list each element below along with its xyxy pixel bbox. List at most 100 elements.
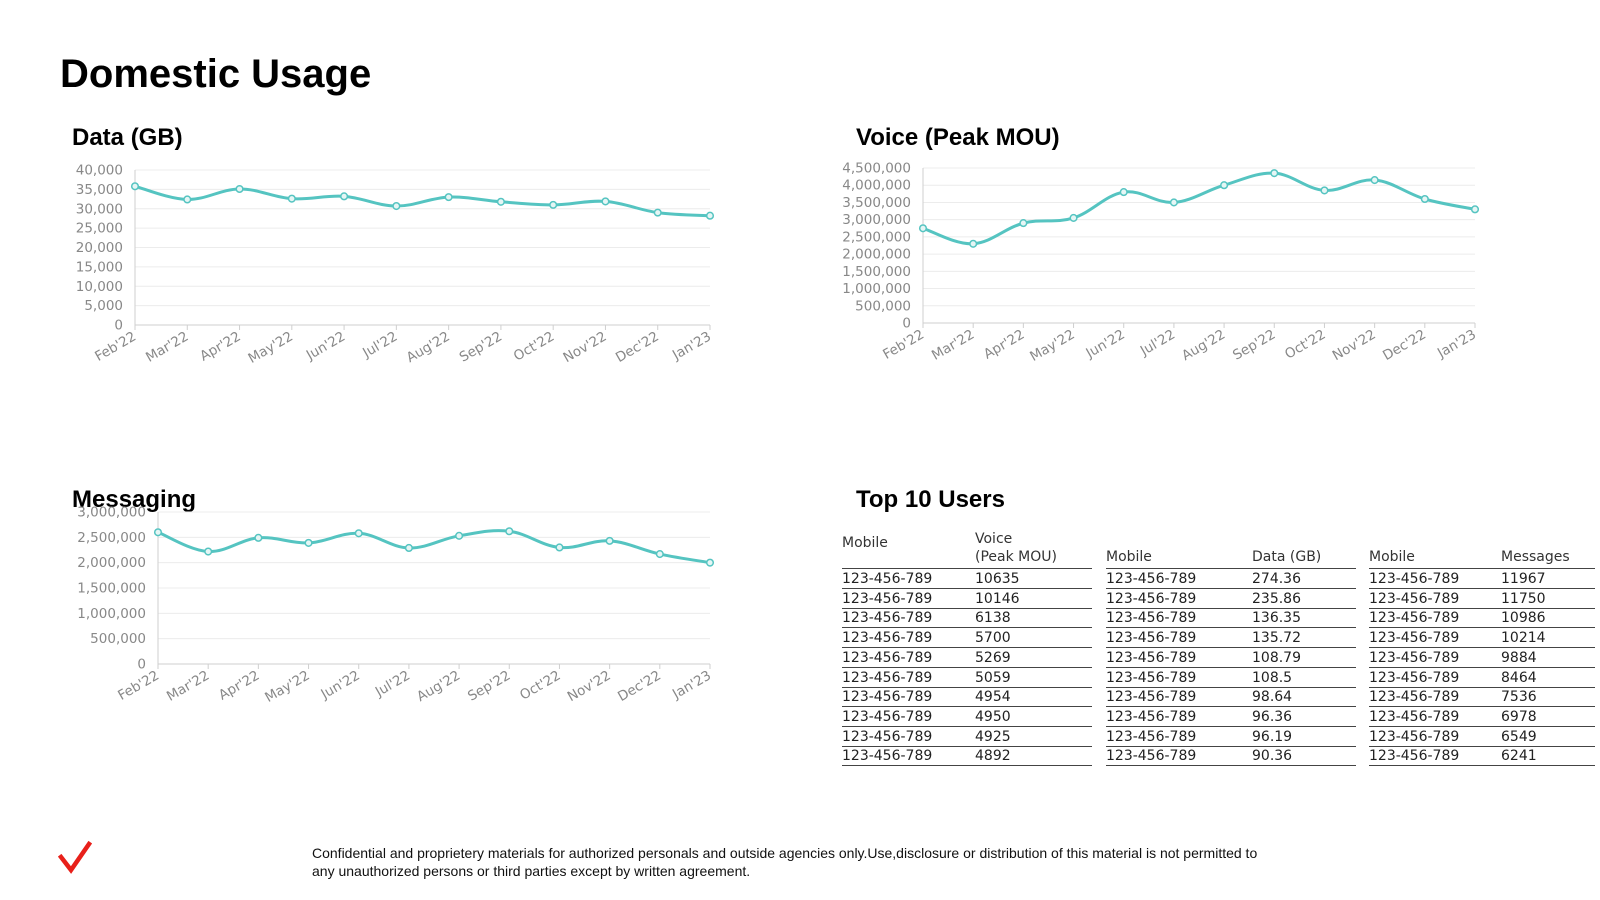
voice-usage-chart: 4,500,0004,000,0003,500,0003,000,0002,50… [842, 161, 1480, 365]
y-tick-label: 500,000 [90, 631, 146, 647]
mobile-number: 123-456-789 [1369, 610, 1460, 627]
y-tick-label: 500,000 [855, 298, 911, 314]
x-tick-label: Jul'22 [372, 668, 413, 701]
data-point [354, 529, 363, 538]
data-usage-chart: 40,000 35,000 30,000 25,000 20,000 15,000 10,0… [76, 163, 715, 367]
usage-value: 5269 [975, 649, 1011, 666]
x-tick-label: Jul'22 [359, 329, 400, 362]
mobile-number: 123-456-789 [842, 610, 933, 627]
header-data: Data (GB) [1252, 549, 1322, 565]
data-point [549, 200, 558, 209]
x-tick-label: Mar'22 [164, 668, 212, 705]
table-row: 123-456-789 9884 [1369, 648, 1595, 668]
x-tick-label: Dec'22 [613, 329, 662, 366]
usage-value: 90.36 [1252, 748, 1293, 765]
y-tick-label: 2,500,000 [842, 229, 911, 245]
x-tick-label: Mar'22 [143, 329, 191, 366]
mobile-number: 123-456-789 [842, 728, 933, 745]
top-users-tables: Mobile Voice (Peak MOU) 123-456-789 10635… [842, 522, 1598, 772]
table-row: 123-456-789 108.79 [1106, 648, 1356, 668]
usage-value: 6241 [1501, 748, 1537, 765]
usage-value: 235.86 [1252, 590, 1301, 607]
x-tick-label: Oct'22 [1282, 327, 1328, 363]
mobile-number: 123-456-789 [1369, 728, 1460, 745]
data-point [340, 192, 349, 201]
y-tick-label: 25,000 [76, 221, 123, 237]
usage-value: 4925 [975, 728, 1011, 745]
table-row: 123-456-789 6241 [1369, 746, 1595, 767]
series-line [157, 529, 711, 565]
mobile-number: 123-456-789 [842, 590, 933, 607]
data-point [705, 211, 715, 220]
data-point [1019, 219, 1028, 228]
usage-value: 6978 [1501, 708, 1537, 725]
mobile-number: 123-456-789 [1369, 669, 1460, 686]
y-tick-label: 10,000 [76, 279, 123, 295]
table-row: 123-456-789 8464 [1369, 668, 1595, 688]
usage-value: 96.36 [1252, 708, 1293, 725]
y-tick-label: 0 [902, 316, 911, 332]
data-point [1470, 205, 1480, 214]
usage-value: 108.79 [1252, 649, 1301, 666]
usage-value: 108.5 [1252, 669, 1293, 686]
mobile-number: 123-456-789 [1106, 649, 1197, 666]
x-tick-label: Feb'22 [115, 668, 162, 704]
y-tick-label: 5,000 [84, 298, 123, 314]
usage-value: 136.35 [1252, 610, 1301, 627]
messaging-chart-title: Messaging [72, 486, 197, 513]
data-point [1169, 198, 1178, 207]
mobile-number: 123-456-789 [842, 630, 933, 647]
x-tick-label: Jun'22 [318, 668, 363, 703]
usage-value: 4892 [975, 748, 1011, 765]
mobile-number: 123-456-789 [1106, 669, 1197, 686]
table-row: 123-456-789 136.35 [1106, 608, 1356, 629]
mobile-number: 123-456-789 [1369, 571, 1460, 587]
table-row: 123-456-789 274.36 [1106, 569, 1356, 589]
page-title: Domestic Usage [60, 52, 372, 96]
mobile-number: 123-456-789 [842, 649, 933, 666]
table-row: 123-456-789 4925 [842, 727, 1092, 747]
mobile-number: 123-456-789 [1369, 689, 1460, 706]
usage-value: 6138 [975, 610, 1011, 627]
data-point [918, 224, 928, 233]
usage-value: 8464 [1501, 669, 1537, 686]
y-tick-label: 2,000,000 [77, 555, 146, 571]
confidentiality-notice: Confidential and proprietery materials f… [312, 845, 1258, 879]
header-voice-unit: (Peak MOU) [975, 549, 1057, 565]
y-tick-label: 1,000,000 [842, 281, 911, 297]
header-voice: Voice [975, 531, 1013, 547]
data-point [254, 533, 263, 542]
data-point [496, 197, 505, 206]
data-point [1069, 213, 1078, 222]
usage-value: 135.72 [1252, 630, 1301, 647]
header-mobile: Mobile [1106, 549, 1152, 565]
y-tick-label: 20,000 [76, 240, 123, 256]
y-tick-label: 30,000 [76, 201, 123, 217]
x-tick-label: Nov'22 [565, 668, 614, 705]
table-row: 123-456-789 10635 [842, 569, 1092, 589]
x-tick-label: May'22 [262, 668, 312, 706]
table-header: Mobile Messages [1369, 522, 1595, 569]
x-tick-label: Dec'22 [615, 668, 664, 705]
x-tick-label: Apr'22 [216, 668, 262, 704]
usage-value: 7536 [1501, 689, 1537, 706]
mobile-number: 123-456-789 [1369, 708, 1460, 725]
table-header: Mobile Data (GB) [1106, 522, 1356, 569]
header-mobile: Mobile [842, 535, 888, 551]
y-tick-label: 40,000 [76, 163, 123, 179]
y-tick-label: 1,500,000 [77, 581, 146, 597]
table-row: 123-456-789 4892 [842, 746, 1092, 767]
x-tick-label: Jul'22 [1137, 327, 1178, 360]
table-row: 123-456-789 10986 [1369, 608, 1595, 629]
mobile-number: 123-456-789 [842, 708, 933, 725]
usage-value: 98.64 [1252, 689, 1293, 706]
data-point [404, 543, 413, 553]
usage-value: 6549 [1501, 728, 1537, 745]
table-row: 123-456-789 7536 [1369, 687, 1595, 708]
data-point [235, 184, 244, 194]
mobile-number: 123-456-789 [842, 689, 933, 706]
mobile-number: 123-456-789 [1106, 708, 1197, 725]
y-tick-label: 35,000 [76, 182, 123, 198]
x-tick-label: Jan'23 [669, 668, 714, 703]
data-point [1320, 186, 1329, 195]
